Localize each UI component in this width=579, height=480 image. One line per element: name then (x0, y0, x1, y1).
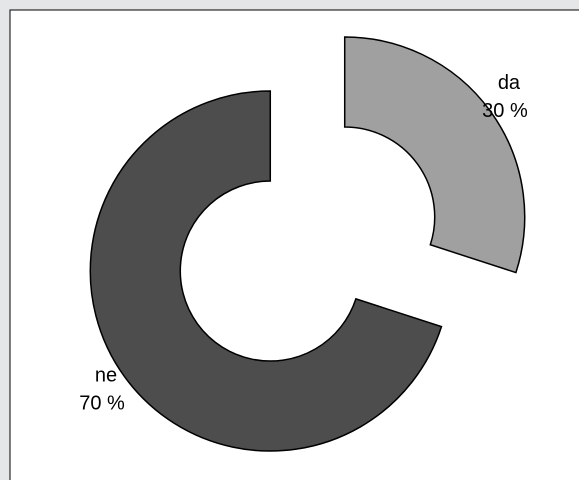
slice-label: da (498, 72, 521, 94)
donut-slice (89, 90, 443, 452)
slice-value-label: 70 % (79, 393, 125, 415)
donut-slice (343, 36, 526, 274)
slice-label: ne (95, 365, 117, 387)
slice-value-label: 30 % (482, 100, 528, 122)
